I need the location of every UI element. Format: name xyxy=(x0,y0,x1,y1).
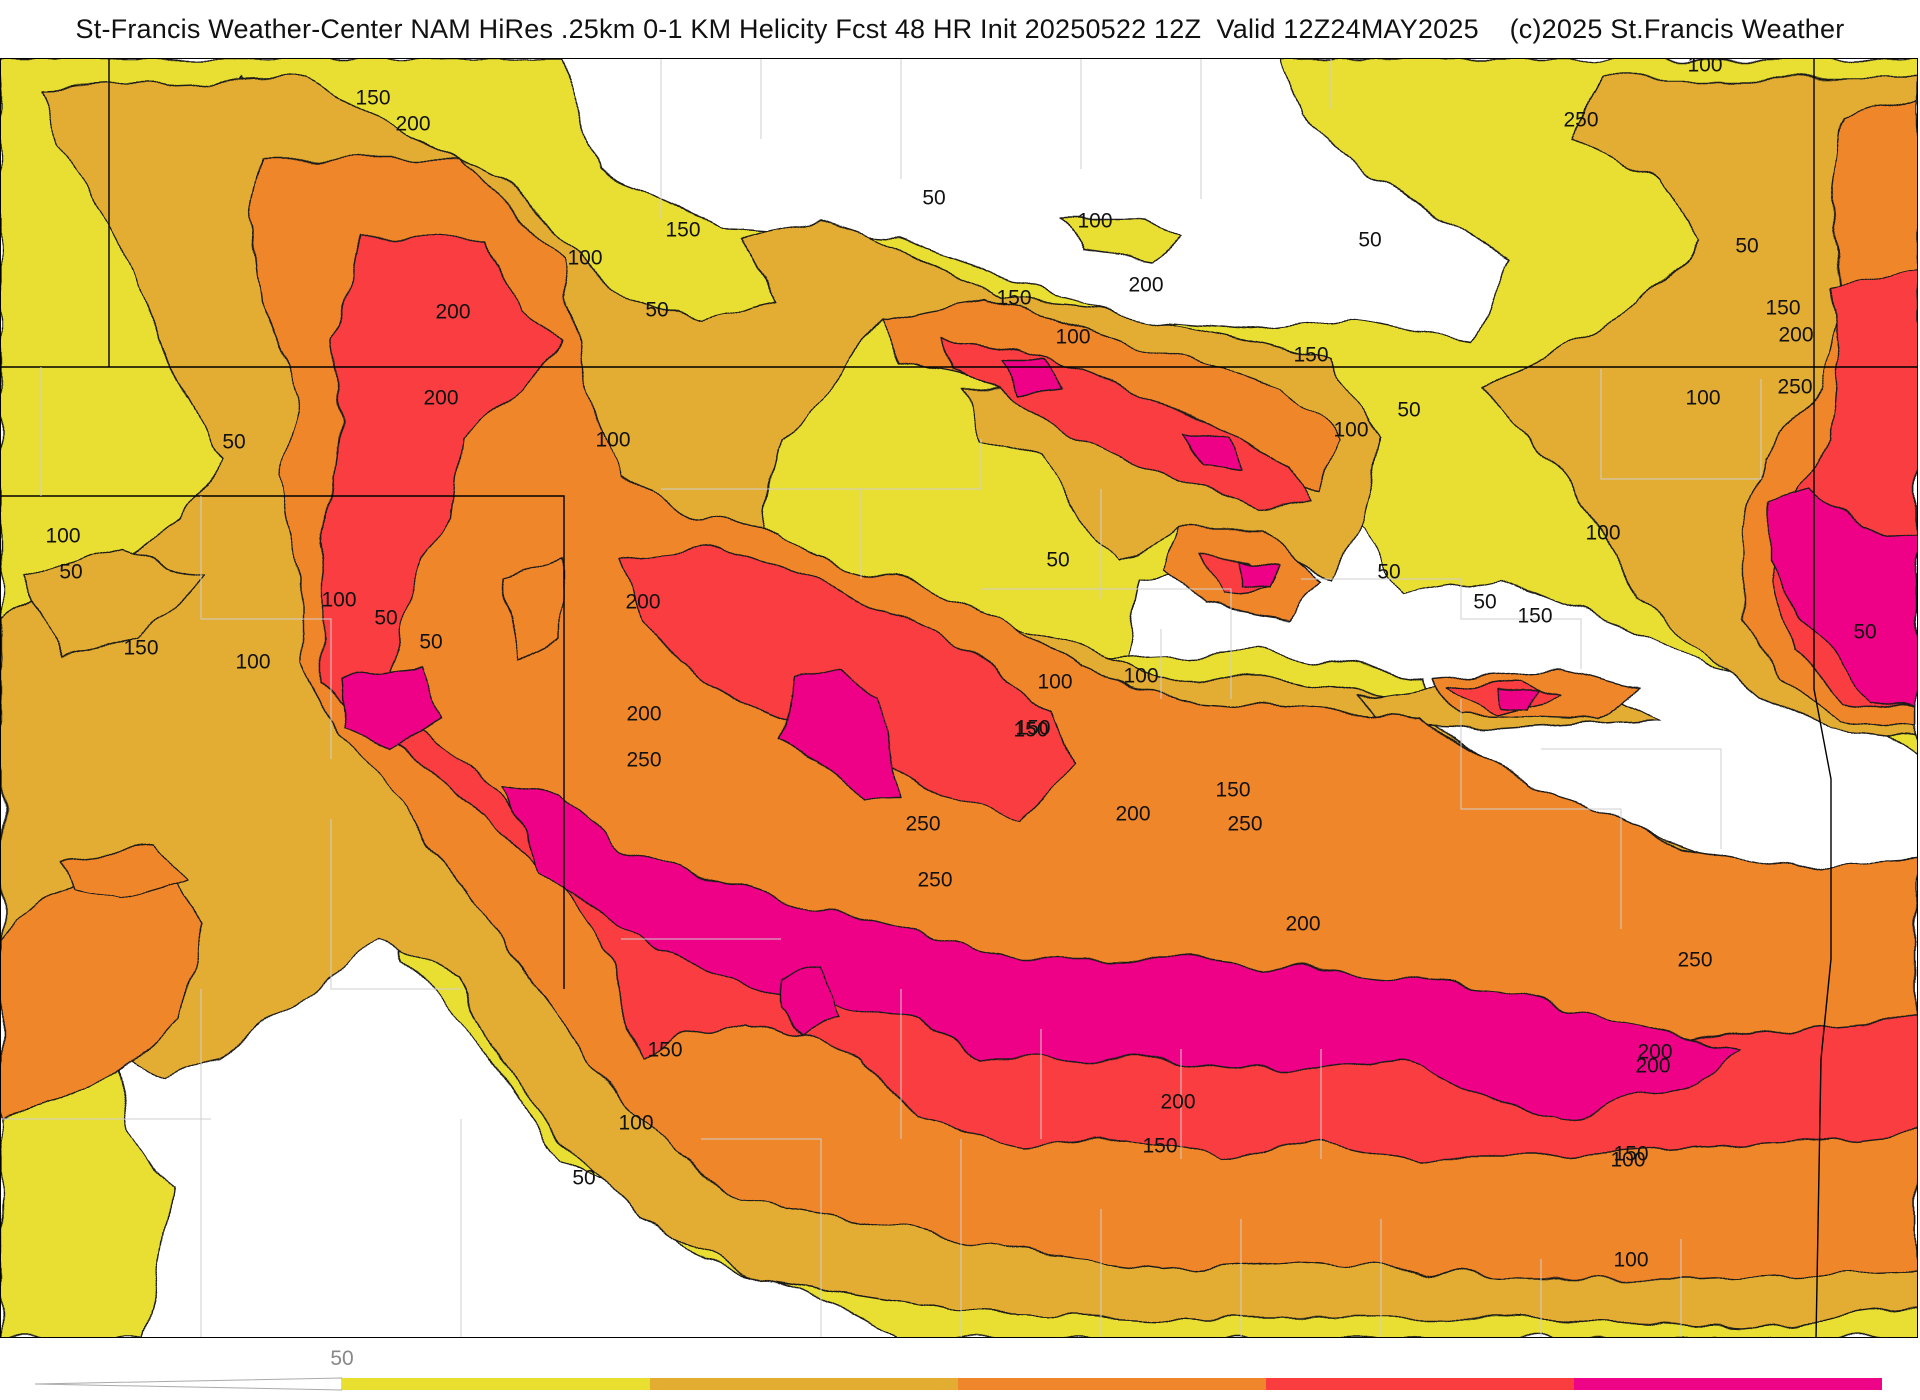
contour-label: 50 xyxy=(645,299,668,322)
county-lines xyxy=(1,59,1762,1337)
contour-label: 250 xyxy=(1227,813,1262,836)
contour-label: 250 xyxy=(1777,376,1812,399)
contour-label: 100 xyxy=(1585,522,1620,545)
contour-label: 50 xyxy=(1377,561,1400,584)
contour-label: 100 xyxy=(1037,671,1072,694)
contour-label: 100 xyxy=(1610,1149,1645,1172)
contour-label: 200 xyxy=(435,301,470,324)
contour-label: 50 xyxy=(1397,399,1420,422)
contour-labels: 1001502001002005020050100501005015050100… xyxy=(45,59,1876,1272)
colorbar-segment-200 xyxy=(1266,1378,1574,1390)
contour-label: 50 xyxy=(572,1167,595,1190)
contour-label: 200 xyxy=(625,591,660,614)
contour-label: 250 xyxy=(905,813,940,836)
contour-label: 100 xyxy=(1685,387,1720,410)
contour-label: 50 xyxy=(222,431,245,454)
contour-label: 250 xyxy=(917,869,952,892)
colorbar-min-extension xyxy=(34,1377,343,1391)
contour-label: 100 xyxy=(1333,419,1368,442)
state-boundaries xyxy=(1,59,1917,1337)
contour-label: 100 xyxy=(1123,665,1158,688)
contour-label: 100 xyxy=(567,247,602,270)
contour-label: 100 xyxy=(235,651,270,674)
contour-label: 100 xyxy=(1613,1249,1648,1272)
contour-label: 100 xyxy=(321,589,356,612)
colorbar-max-extension xyxy=(1574,1378,1885,1390)
contour-label: 200 xyxy=(1128,274,1163,297)
contour-label: 100 xyxy=(45,525,80,548)
contour-label: 50 xyxy=(1046,549,1069,572)
contour-label: 150 xyxy=(647,1039,682,1062)
contour-label: 150 xyxy=(1142,1135,1177,1158)
contour-label: 200 xyxy=(1635,1055,1670,1078)
contour-label: 150 xyxy=(1015,717,1050,740)
contour-label: 200 xyxy=(1285,913,1320,936)
contour-label: 100 xyxy=(1055,326,1090,349)
contour-label: 150 xyxy=(1013,719,1048,742)
colorbar-segment-50 xyxy=(342,1378,650,1390)
colorbar-segment-150 xyxy=(958,1378,1266,1390)
contour-label: 50 xyxy=(374,607,397,630)
contour-label: 50 xyxy=(419,631,442,654)
contour-label: 100 xyxy=(618,1112,653,1135)
contour-label: 150 xyxy=(123,637,158,660)
contour-label: 250 xyxy=(626,749,661,772)
contour-label: 50 xyxy=(1735,235,1758,258)
contour-label: 200 xyxy=(1115,803,1150,826)
contour-label: 250 xyxy=(1677,949,1712,972)
contour-label: 200 xyxy=(395,113,430,136)
map-title: St-Francis Weather-Center NAM HiRes .25k… xyxy=(75,14,1845,44)
contour-label: 150 xyxy=(665,219,700,242)
contour-label: 50 xyxy=(922,187,945,210)
colorbar-segment-100 xyxy=(650,1378,958,1390)
contour-label: 150 xyxy=(1293,344,1328,367)
contour-label: 150 xyxy=(1765,297,1800,320)
contour-label: 200 xyxy=(1778,324,1813,347)
contour-label: 50 xyxy=(1358,229,1381,252)
band-250-fill xyxy=(340,358,1917,1120)
colorbar: 50 xyxy=(34,1347,1885,1391)
contour-label: 150 xyxy=(1215,779,1250,802)
contour-label: 150 xyxy=(1613,1143,1648,1166)
contour-label: 100 xyxy=(1077,210,1112,233)
contour-label: 100 xyxy=(595,429,630,452)
contour-label: 200 xyxy=(423,387,458,410)
contour-label: 150 xyxy=(996,287,1031,310)
contour-label: 150 xyxy=(1517,605,1552,628)
contour-label: 50 xyxy=(1473,591,1496,614)
contour-label: 100 xyxy=(1687,59,1722,77)
helicity-map: 1001502001002005020050100501005015050100… xyxy=(0,58,1918,1338)
contour-label: 200 xyxy=(1637,1041,1672,1064)
contour-label: 200 xyxy=(626,703,661,726)
colorbar-tick-label: 50 xyxy=(330,1347,353,1370)
contour-label: 150 xyxy=(355,87,390,110)
contour-label: 250 xyxy=(1563,109,1598,132)
contour-label: 50 xyxy=(1853,621,1876,644)
contour-label: 50 xyxy=(59,561,82,584)
contour-label: 200 xyxy=(1160,1091,1195,1114)
